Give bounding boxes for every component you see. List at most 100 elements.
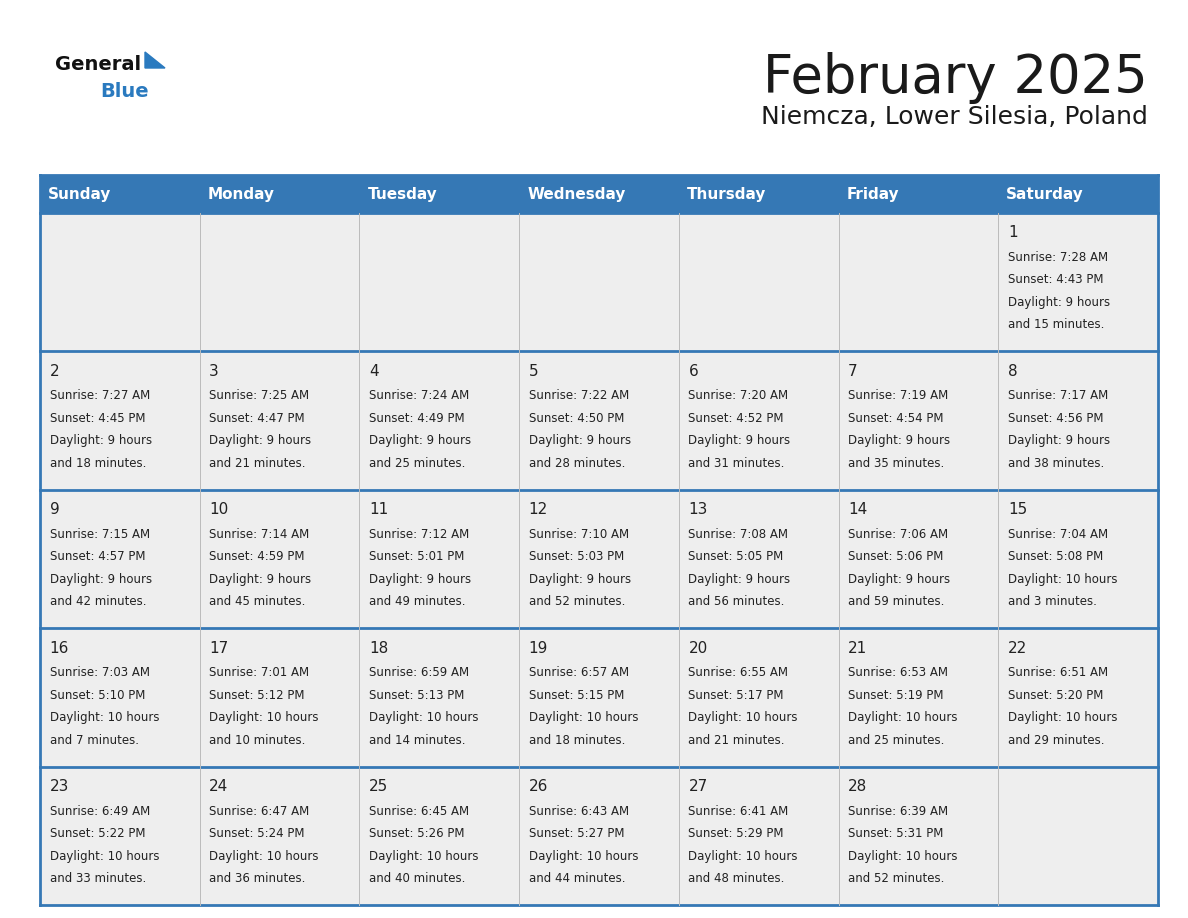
Text: Daylight: 9 hours: Daylight: 9 hours (529, 573, 631, 586)
Text: Sunrise: 7:28 AM: Sunrise: 7:28 AM (1007, 251, 1108, 264)
Text: Daylight: 9 hours: Daylight: 9 hours (209, 573, 311, 586)
Bar (360, 628, 519, 767)
Text: Sunrise: 7:27 AM: Sunrise: 7:27 AM (50, 389, 150, 402)
Text: and 25 minutes.: and 25 minutes. (848, 733, 944, 746)
Bar (360, 175, 519, 213)
Text: Sunset: 4:50 PM: Sunset: 4:50 PM (529, 412, 624, 425)
Text: Daylight: 10 hours: Daylight: 10 hours (369, 711, 479, 724)
Text: Daylight: 10 hours: Daylight: 10 hours (50, 849, 159, 863)
Bar (998, 490, 1158, 628)
Text: Sunrise: 6:53 AM: Sunrise: 6:53 AM (848, 666, 948, 679)
Text: Sunrise: 6:57 AM: Sunrise: 6:57 AM (529, 666, 628, 679)
Text: and 36 minutes.: and 36 minutes. (209, 872, 305, 885)
Text: and 48 minutes.: and 48 minutes. (688, 872, 785, 885)
Text: Sunrise: 7:06 AM: Sunrise: 7:06 AM (848, 528, 948, 541)
Text: Sunrise: 6:47 AM: Sunrise: 6:47 AM (209, 805, 310, 818)
Text: 22: 22 (1007, 641, 1028, 655)
Bar (360, 767, 519, 905)
Text: Sunrise: 7:01 AM: Sunrise: 7:01 AM (209, 666, 309, 679)
Text: 16: 16 (50, 641, 69, 655)
Text: Daylight: 9 hours: Daylight: 9 hours (369, 434, 472, 447)
Text: and 15 minutes.: and 15 minutes. (1007, 319, 1104, 331)
Text: Sunset: 4:59 PM: Sunset: 4:59 PM (209, 550, 305, 564)
Text: Daylight: 10 hours: Daylight: 10 hours (1007, 573, 1118, 586)
Text: Sunday: Sunday (48, 186, 112, 201)
Text: and 18 minutes.: and 18 minutes. (529, 733, 625, 746)
Text: Daylight: 9 hours: Daylight: 9 hours (848, 573, 950, 586)
Bar (360, 213, 519, 352)
Bar (519, 628, 678, 767)
Text: 19: 19 (529, 641, 548, 655)
Text: Daylight: 9 hours: Daylight: 9 hours (369, 573, 472, 586)
Bar (200, 213, 360, 352)
Bar (40, 490, 200, 628)
Text: and 40 minutes.: and 40 minutes. (369, 872, 466, 885)
Text: and 25 minutes.: and 25 minutes. (369, 457, 466, 470)
Text: Sunset: 4:49 PM: Sunset: 4:49 PM (369, 412, 465, 425)
Text: Daylight: 9 hours: Daylight: 9 hours (1007, 296, 1110, 308)
Text: Sunrise: 7:20 AM: Sunrise: 7:20 AM (688, 389, 789, 402)
Text: Sunset: 4:54 PM: Sunset: 4:54 PM (848, 412, 943, 425)
Text: Daylight: 10 hours: Daylight: 10 hours (848, 711, 958, 724)
Bar (200, 628, 360, 767)
Bar (40, 213, 200, 352)
Bar (200, 490, 360, 628)
Text: Daylight: 10 hours: Daylight: 10 hours (50, 711, 159, 724)
Text: 17: 17 (209, 641, 228, 655)
Polygon shape (145, 52, 165, 68)
Text: 11: 11 (369, 502, 388, 517)
Text: Daylight: 9 hours: Daylight: 9 hours (688, 573, 790, 586)
Text: Sunrise: 6:39 AM: Sunrise: 6:39 AM (848, 805, 948, 818)
Bar (678, 175, 839, 213)
Text: Blue: Blue (100, 82, 148, 101)
Text: Daylight: 9 hours: Daylight: 9 hours (529, 434, 631, 447)
Bar (998, 175, 1158, 213)
Text: Sunrise: 6:55 AM: Sunrise: 6:55 AM (688, 666, 789, 679)
Text: Sunset: 5:06 PM: Sunset: 5:06 PM (848, 550, 943, 564)
Text: Daylight: 10 hours: Daylight: 10 hours (688, 849, 798, 863)
Text: Sunset: 5:15 PM: Sunset: 5:15 PM (529, 688, 624, 701)
Bar (998, 767, 1158, 905)
Text: Sunrise: 6:43 AM: Sunrise: 6:43 AM (529, 805, 628, 818)
Text: Tuesday: Tuesday (367, 186, 437, 201)
Bar (40, 767, 200, 905)
Text: Sunset: 5:01 PM: Sunset: 5:01 PM (369, 550, 465, 564)
Text: 23: 23 (50, 779, 69, 794)
Text: and 29 minutes.: and 29 minutes. (1007, 733, 1105, 746)
Text: and 49 minutes.: and 49 minutes. (369, 595, 466, 608)
Text: and 31 minutes.: and 31 minutes. (688, 457, 785, 470)
Text: and 44 minutes.: and 44 minutes. (529, 872, 625, 885)
Text: and 10 minutes.: and 10 minutes. (209, 733, 305, 746)
Text: Sunrise: 7:08 AM: Sunrise: 7:08 AM (688, 528, 789, 541)
Text: Monday: Monday (208, 186, 274, 201)
Bar (678, 213, 839, 352)
Text: Sunset: 5:13 PM: Sunset: 5:13 PM (369, 688, 465, 701)
Bar (839, 175, 998, 213)
Text: 25: 25 (369, 779, 388, 794)
Text: 1: 1 (1007, 226, 1017, 241)
Bar (839, 767, 998, 905)
Bar (519, 175, 678, 213)
Text: Sunrise: 6:51 AM: Sunrise: 6:51 AM (1007, 666, 1108, 679)
Bar (998, 628, 1158, 767)
Text: 12: 12 (529, 502, 548, 517)
Text: and 21 minutes.: and 21 minutes. (209, 457, 305, 470)
Text: and 14 minutes.: and 14 minutes. (369, 733, 466, 746)
Text: General: General (55, 55, 141, 74)
Bar (519, 213, 678, 352)
Text: 14: 14 (848, 502, 867, 517)
Text: Daylight: 9 hours: Daylight: 9 hours (1007, 434, 1110, 447)
Text: and 35 minutes.: and 35 minutes. (848, 457, 944, 470)
Text: Daylight: 10 hours: Daylight: 10 hours (529, 711, 638, 724)
Text: Sunset: 5:22 PM: Sunset: 5:22 PM (50, 827, 145, 840)
Text: 28: 28 (848, 779, 867, 794)
Text: Sunrise: 7:04 AM: Sunrise: 7:04 AM (1007, 528, 1108, 541)
Text: 24: 24 (209, 779, 228, 794)
Text: 10: 10 (209, 502, 228, 517)
Text: Sunset: 5:17 PM: Sunset: 5:17 PM (688, 688, 784, 701)
Text: Sunset: 4:43 PM: Sunset: 4:43 PM (1007, 274, 1104, 286)
Text: Sunrise: 7:14 AM: Sunrise: 7:14 AM (209, 528, 310, 541)
Bar (678, 352, 839, 490)
Text: Daylight: 10 hours: Daylight: 10 hours (1007, 711, 1118, 724)
Text: Daylight: 9 hours: Daylight: 9 hours (50, 573, 152, 586)
